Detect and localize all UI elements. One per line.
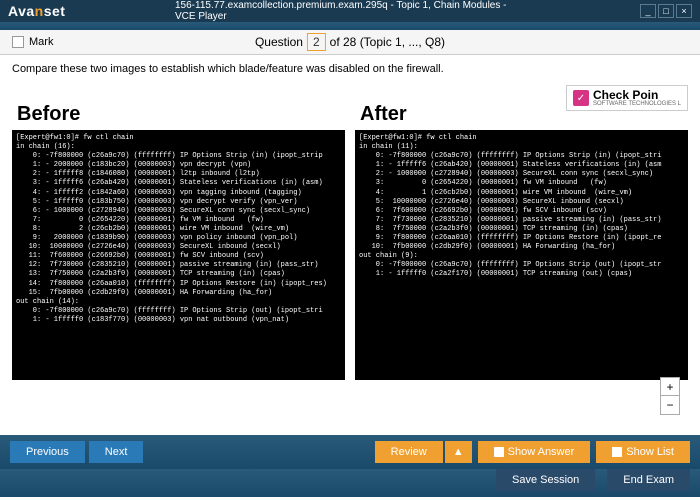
end-exam-button[interactable]: End Exam bbox=[607, 469, 690, 491]
header-strip bbox=[0, 22, 700, 30]
maximize-button[interactable]: □ bbox=[658, 4, 674, 18]
zoom-out-button[interactable]: − bbox=[661, 396, 679, 414]
question-bar: Mark Question 2 of 28 (Topic 1, ..., Q8) bbox=[0, 30, 700, 55]
show-answer-button[interactable]: Show Answer bbox=[478, 441, 591, 463]
question-indicator: Question 2 of 28 (Topic 1, ..., Q8) bbox=[255, 33, 445, 51]
show-list-button[interactable]: Show List bbox=[596, 441, 690, 463]
show-list-label: Show List bbox=[626, 446, 674, 458]
question-number[interactable]: 2 bbox=[307, 33, 326, 51]
footer-bar: Previous Next Review ▲ Show Answer Show … bbox=[0, 435, 700, 469]
zoom-controls: + − bbox=[660, 377, 680, 415]
footer-bar-2: Save Session End Exam bbox=[0, 469, 700, 497]
before-column: Before [Expert@fw1:0]# fw ctl chain in c… bbox=[12, 103, 345, 380]
nav-buttons: Previous Next bbox=[10, 441, 143, 463]
close-button[interactable]: × bbox=[676, 4, 692, 18]
checkpoint-main: Check Poin bbox=[593, 89, 681, 101]
title-bar: Avanset 156-115.77.examcollection.premiu… bbox=[0, 0, 700, 22]
app-logo: Avanset bbox=[8, 3, 65, 19]
before-terminal: [Expert@fw1:0]# fw ctl chain in chain (1… bbox=[12, 130, 345, 380]
zoom-in-button[interactable]: + bbox=[661, 378, 679, 396]
checkpoint-logo: ✓ Check Poin SOFTWARE TECHNOLOGIES L bbox=[566, 85, 688, 111]
mark-section: Mark bbox=[12, 36, 53, 48]
comparison-columns: Before [Expert@fw1:0]# fw ctl chain in c… bbox=[12, 103, 688, 380]
review-button[interactable]: Review bbox=[375, 441, 443, 463]
window-controls: _ □ × bbox=[640, 4, 692, 18]
next-button[interactable]: Next bbox=[89, 441, 144, 463]
checkpoint-text: Check Poin SOFTWARE TECHNOLOGIES L bbox=[593, 89, 681, 107]
logo-part: set bbox=[44, 3, 66, 19]
logo-part: Ava bbox=[8, 3, 35, 19]
question-total: of 28 (Topic 1, ..., Q8) bbox=[330, 35, 445, 49]
question-label: Question bbox=[255, 35, 303, 49]
previous-button[interactable]: Previous bbox=[10, 441, 85, 463]
show-list-check bbox=[612, 447, 622, 457]
after-terminal: [Expert@fw1:0]# fw ctl chain in chain (1… bbox=[355, 130, 688, 380]
show-answer-label: Show Answer bbox=[508, 446, 575, 458]
after-column: After [Expert@fw1:0]# fw ctl chain in ch… bbox=[355, 103, 688, 380]
window-title: 156-115.77.examcollection.premium.exam.2… bbox=[175, 0, 525, 22]
show-answer-check bbox=[494, 447, 504, 457]
checkpoint-icon: ✓ bbox=[573, 90, 589, 106]
before-title: Before bbox=[12, 103, 345, 126]
content-area: Compare these two images to establish wh… bbox=[0, 55, 700, 435]
minimize-button[interactable]: _ bbox=[640, 4, 656, 18]
checkpoint-sub: SOFTWARE TECHNOLOGIES L bbox=[593, 101, 681, 107]
mark-label: Mark bbox=[29, 36, 53, 48]
mark-checkbox[interactable] bbox=[12, 36, 24, 48]
review-arrow[interactable]: ▲ bbox=[445, 441, 472, 463]
action-buttons: Review ▲ Show Answer Show List bbox=[375, 441, 690, 463]
logo-part: n bbox=[35, 3, 44, 19]
question-text: Compare these two images to establish wh… bbox=[12, 63, 688, 75]
save-session-button[interactable]: Save Session bbox=[496, 469, 595, 491]
